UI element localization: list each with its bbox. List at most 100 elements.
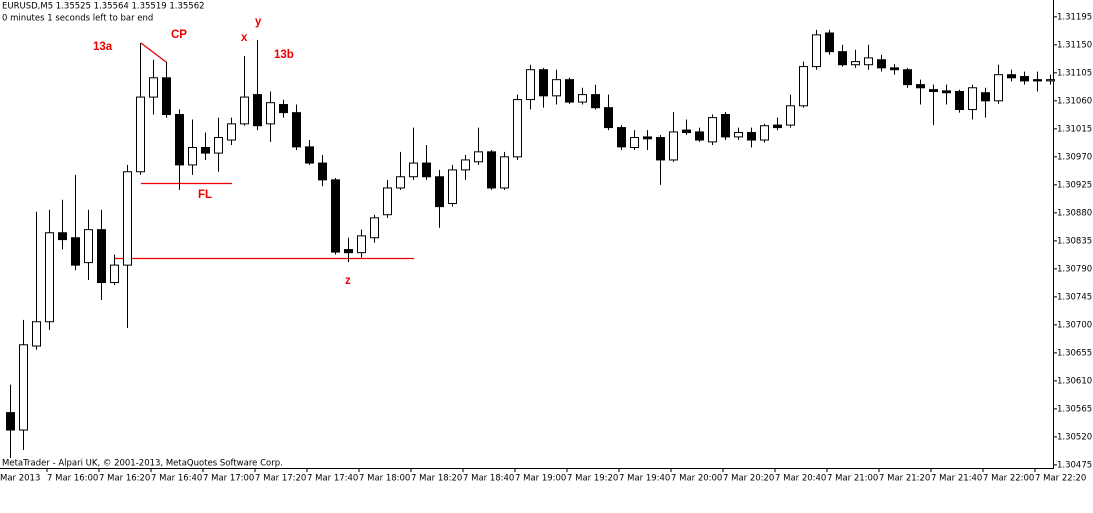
x-tick-label: 7 Mar 16:20 (99, 474, 150, 484)
candle-body (695, 131, 704, 141)
y-tick-label: 1.30655 (1057, 348, 1092, 358)
candle-body (292, 112, 301, 148)
candle-body (903, 69, 912, 86)
annotation: FL (198, 189, 212, 201)
x-tick-label: 7 Mar 22:00 (983, 474, 1034, 484)
y-tick-label: 1.31195 (1057, 12, 1092, 22)
candle-body (487, 151, 496, 189)
candle-body (643, 136, 652, 140)
candle-body (994, 74, 1003, 102)
y-tick-label: 1.31060 (1057, 96, 1092, 106)
candle-body (890, 67, 899, 71)
candle-body (864, 57, 873, 66)
x-tick-label: 7 Mar 20:40 (775, 474, 826, 484)
y-tick-label: 1.31150 (1057, 40, 1092, 50)
candle-body (162, 77, 171, 116)
candle-body (656, 137, 665, 161)
candle-body (201, 146, 210, 154)
y-tick-label: 1.30925 (1057, 180, 1092, 190)
candle-body (851, 61, 860, 66)
annotation: y (255, 16, 262, 28)
candle-body (32, 321, 41, 347)
x-tick-label: 7 Mar 21:40 (931, 474, 982, 484)
annotation: CP (171, 29, 187, 41)
candle-body (240, 96, 249, 125)
candle-body (578, 94, 587, 103)
y-tick-label: 1.30700 (1057, 320, 1092, 330)
candle-body (604, 107, 613, 129)
date-label: Mar 2013 (0, 474, 40, 484)
chart-title: EURUSD,M5 1.35525 1.35564 1.35519 1.3556… (2, 2, 205, 12)
candle-body (71, 237, 80, 266)
candle-body (539, 69, 548, 97)
y-tick-label: 1.30610 (1057, 376, 1092, 386)
candle-body (929, 89, 938, 92)
candle-body (721, 114, 730, 138)
candle-body (396, 176, 405, 189)
candle-body (409, 162, 418, 178)
candle-body (799, 66, 808, 107)
candle-body (825, 32, 834, 53)
candle-body (136, 96, 145, 173)
candle-body (1033, 79, 1042, 82)
y-tick-label: 1.30970 (1057, 152, 1092, 162)
candle-body (188, 146, 197, 166)
candle-body (97, 229, 106, 284)
candle-body (877, 59, 886, 69)
x-tick-label: 7 Mar 18:40 (463, 474, 514, 484)
candle-body (45, 232, 54, 323)
candle-body (253, 94, 262, 127)
candle-body (461, 159, 470, 171)
x-tick-label: 7 Mar 22:20 (1035, 474, 1086, 484)
candle-body (110, 264, 119, 284)
candle-body (734, 132, 743, 138)
candle-body (682, 129, 691, 134)
x-tick-label: 7 Mar 17:00 (203, 474, 254, 484)
candle-body (305, 146, 314, 164)
candle-body (1020, 76, 1029, 82)
candle-body (669, 131, 678, 161)
annotation: z (345, 275, 351, 287)
x-tick-label: 7 Mar 18:20 (411, 474, 462, 484)
candle-body (318, 162, 327, 181)
candle-body (786, 105, 795, 126)
y-tick-label: 1.30745 (1057, 292, 1092, 302)
y-tick-label: 1.30835 (1057, 236, 1092, 246)
candle-body (968, 87, 977, 111)
candle-body (279, 104, 288, 114)
candle-body (838, 51, 847, 66)
candle-body (84, 229, 93, 264)
candle-body (500, 156, 509, 189)
candle-body (617, 127, 626, 148)
candle-body (422, 162, 431, 178)
candle-body (331, 179, 340, 253)
candle-body (812, 34, 821, 68)
x-tick-label: 7 Mar 19:40 (619, 474, 670, 484)
x-tick-label: 7 Mar 17:40 (307, 474, 358, 484)
candle-body (58, 232, 67, 241)
x-tick-label: 7 Mar 16:40 (151, 474, 202, 484)
candle-body (565, 79, 574, 103)
candle-body (123, 171, 132, 266)
candle-body (383, 187, 392, 216)
y-tick-label: 1.30565 (1057, 404, 1092, 414)
y-tick-label: 1.30475 (1057, 460, 1092, 470)
x-tick-label: 7 Mar 18:00 (359, 474, 410, 484)
footer: MetaTrader - Alpari UK, © 2001-2013, Met… (2, 459, 283, 469)
x-tick-label: 7 Mar 21:20 (879, 474, 930, 484)
y-tick-label: 1.30880 (1057, 208, 1092, 218)
candle-body (760, 125, 769, 141)
candle-body (773, 124, 782, 129)
candle-body (474, 151, 483, 163)
candle-body (916, 84, 925, 89)
candle-body (1046, 79, 1055, 82)
candle-body (955, 90, 964, 111)
y-tick-label: 1.31015 (1057, 124, 1092, 134)
candle-body (526, 69, 535, 101)
candle-body (175, 114, 184, 166)
candle-body (149, 77, 158, 98)
candle-body (591, 94, 600, 109)
candle-body (214, 137, 223, 154)
x-tick-label: 7 Mar 16:00 (47, 474, 98, 484)
